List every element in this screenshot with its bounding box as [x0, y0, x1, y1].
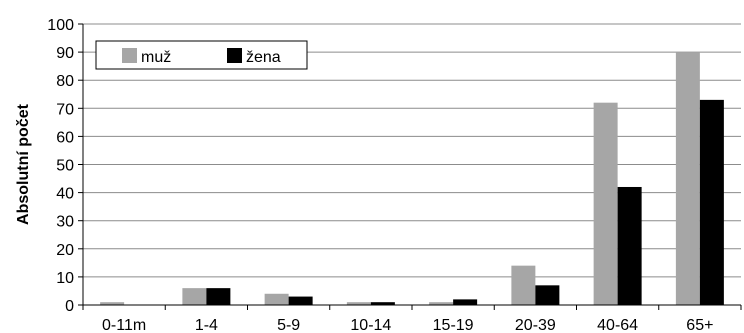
y-tick-label: 100 — [47, 17, 74, 34]
y-tick-label: 60 — [56, 129, 74, 146]
y-tick-label: 0 — [65, 298, 74, 315]
bar-muž-5-9 — [264, 293, 289, 305]
legend-label-žena: žena — [246, 49, 281, 66]
y-tick-label: 10 — [56, 270, 74, 287]
y-tick-label: 80 — [56, 73, 74, 90]
legend-swatch-žena — [227, 48, 242, 63]
y-tick-label: 90 — [56, 45, 74, 62]
legend-swatch-muž — [122, 48, 137, 63]
bar-žena-40-64 — [617, 186, 642, 305]
bar-žena-65+ — [699, 99, 724, 306]
bar-muž-40-64 — [593, 102, 618, 306]
y-tick-label: 20 — [56, 242, 74, 259]
bar-žena-10-14 — [370, 302, 395, 305]
x-tick-label: 10-14 — [350, 317, 391, 333]
bar-muž-20-39 — [511, 265, 536, 305]
bar-muž-1-4 — [182, 288, 207, 305]
x-tick-label: 1-4 — [195, 317, 218, 333]
gridlines — [83, 23, 741, 278]
bar-muž-10-14 — [346, 302, 371, 305]
y-tick-label: 50 — [56, 158, 74, 175]
bar-muž-15-19 — [429, 302, 454, 305]
x-tick-label: 15-19 — [433, 317, 474, 333]
legend: muž žena — [95, 40, 308, 70]
bar-žena-1-4 — [206, 288, 231, 305]
y-tick-label: 30 — [56, 214, 74, 231]
legend-label-muž: muž — [141, 49, 171, 66]
bars — [100, 52, 724, 306]
x-tick-label: 20-39 — [515, 317, 556, 333]
y-tick-label: 70 — [56, 101, 74, 118]
y-tick-label: 40 — [56, 186, 74, 203]
y-axis-label: Absolutní počet — [15, 103, 32, 225]
bar-žena-15-19 — [453, 299, 478, 305]
x-axis-ticks: 0-11m 1-4 5-9 10-14 15-19 20-39 40-64 65+ — [82, 305, 742, 333]
bar-muž-65+ — [675, 52, 700, 305]
bar-žena-20-39 — [535, 285, 560, 305]
x-tick-label: 65+ — [686, 317, 713, 333]
x-tick-label: 40-64 — [597, 317, 638, 333]
bar-žena-5-9 — [288, 296, 313, 305]
x-tick-label: 5-9 — [277, 317, 300, 333]
bar-muž-0-11m — [100, 302, 125, 305]
y-axis-ticks: 0 10 20 30 40 50 60 70 80 90 100 — [47, 17, 83, 315]
x-tick-label: 0-11m — [102, 317, 146, 333]
